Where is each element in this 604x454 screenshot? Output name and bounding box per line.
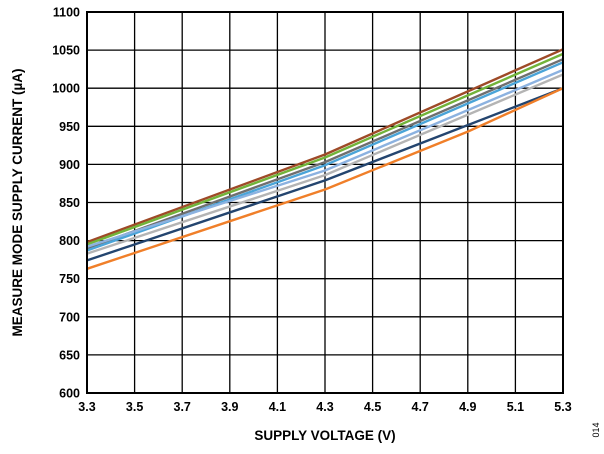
x-tick-label-5: 4.3 [316,400,333,414]
y-axis-title: MEASURE MODE SUPPLY CURRENT (µA) [10,68,25,336]
x-tick-label-6: 4.5 [364,400,381,414]
x-tick-label-7: 4.7 [412,400,429,414]
series-line-3 [86,58,564,250]
x-tick-label-2: 3.7 [174,400,191,414]
figure-id: 014 [591,422,601,437]
x-tick-label-0: 3.3 [78,400,95,414]
x-tick-label-8: 4.9 [459,400,476,414]
y-tick-label-8: 1000 [52,82,80,96]
series-line-6 [86,73,564,255]
y-tick-label-3: 750 [59,272,80,286]
series-line-7 [86,87,564,262]
series-line-5 [86,68,564,248]
series-line-2 [86,52,564,246]
x-tick-label-10: 5.3 [554,400,571,414]
y-tick-label-9: 1050 [52,44,80,58]
plot-frame [86,11,564,394]
x-tick-label-4: 4.1 [269,400,286,414]
y-tick-label-0: 600 [59,387,80,401]
y-tick-label-10: 1100 [53,6,80,20]
x-tick-label-3: 3.9 [221,400,238,414]
y-tick-labels: 600 650 700 750 800 850 900 950 1000 1050 1100 [52,6,80,401]
x-tick-label-9: 5.1 [507,400,524,414]
y-tick-label-1: 650 [59,348,80,362]
y-tick-label-7: 950 [59,120,80,134]
series-line-1 [86,48,564,244]
y-tick-label-6: 900 [59,158,80,172]
grid [86,11,564,394]
series-lines [86,48,564,270]
y-tick-label-5: 850 [59,196,80,210]
x-axis-title: SUPPLY VOLTAGE (V) [254,428,395,443]
y-tick-label-2: 700 [59,310,80,324]
series-line-8 [86,87,564,270]
x-tick-labels: 3.3 3.5 3.7 3.9 4.1 4.3 4.5 4.7 4.9 5.1 5.3 [78,400,571,414]
y-tick-label-4: 800 [59,234,80,248]
x-tick-label-1: 3.5 [126,400,143,414]
